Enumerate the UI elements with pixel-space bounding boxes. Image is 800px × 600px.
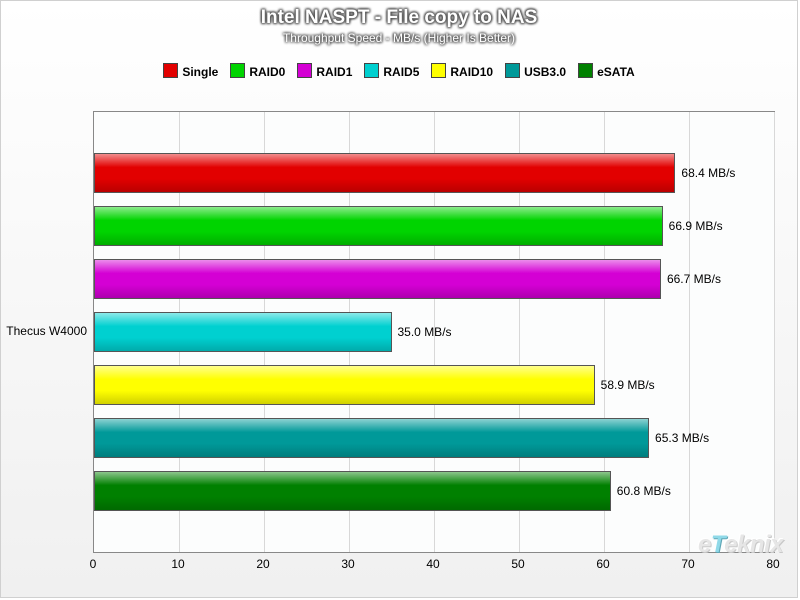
legend-label: Single [182,65,218,79]
bar-value-label: 58.9 MB/s [601,378,655,392]
x-tick-label: 30 [341,557,354,571]
legend-label: RAID0 [249,65,285,79]
bar-esata [94,471,611,511]
x-tick-label: 80 [766,557,779,571]
bar-raid10 [94,365,595,405]
bar-value-label: 60.8 MB/s [617,484,671,498]
bar-value-label: 68.4 MB/s [681,166,735,180]
legend-item-raid0: RAID0 [230,63,285,79]
x-tick-label: 20 [256,557,269,571]
chart-title: Intel NASPT - File copy to NAS [1,7,797,29]
x-tick-label: 40 [426,557,439,571]
x-tick-label: 0 [90,557,97,571]
legend-item-raid10: RAID10 [431,63,493,79]
chart-legend: Single RAID0 RAID1 RAID5 RAID10 USB3.0 eSATA [1,63,797,79]
bar-raid1 [94,259,661,299]
legend-swatch [505,63,520,78]
x-tick-label: 10 [171,557,184,571]
legend-label: RAID5 [383,65,419,79]
bar-value-label: 35.0 MB/s [398,325,452,339]
x-tick-label: 70 [681,557,694,571]
plot-area: 68.4 MB/s 66.9 MB/s 66.7 MB/s 35.0 MB/s 58.9… [93,111,775,553]
chart-titles: Intel NASPT - File copy to NAS Throughpu… [1,1,797,45]
legend-swatch [230,63,245,78]
x-tick-label: 50 [511,557,524,571]
legend-swatch [297,63,312,78]
legend-swatch [163,63,178,78]
legend-item-usb3.0: USB3.0 [505,63,566,79]
bar-value-label: 66.9 MB/s [669,219,723,233]
y-category-label: Thecus W4000 [1,324,87,338]
bar-single [94,153,675,193]
grid-line [774,112,775,552]
legend-label: RAID10 [450,65,493,79]
legend-label: eSATA [597,65,635,79]
legend-item-single: Single [163,63,218,79]
chart-subtitle: Throughput Speed - MB/s (Higher Is Bette… [1,31,797,45]
bar-raid0 [94,206,663,246]
legend-swatch [578,63,593,78]
legend-swatch [431,63,446,78]
chart-container: Intel NASPT - File copy to NAS Throughpu… [0,0,798,598]
x-tick-label: 60 [596,557,609,571]
bar-value-label: 66.7 MB/s [667,272,721,286]
bar-usb3.0 [94,418,649,458]
bar-value-label: 65.3 MB/s [655,431,709,445]
legend-label: RAID1 [316,65,352,79]
legend-label: USB3.0 [524,65,566,79]
legend-item-esata: eSATA [578,63,635,79]
legend-item-raid5: RAID5 [364,63,419,79]
bar-raid5 [94,312,392,352]
watermark: eTeknix [698,531,783,559]
legend-item-raid1: RAID1 [297,63,352,79]
legend-swatch [364,63,379,78]
